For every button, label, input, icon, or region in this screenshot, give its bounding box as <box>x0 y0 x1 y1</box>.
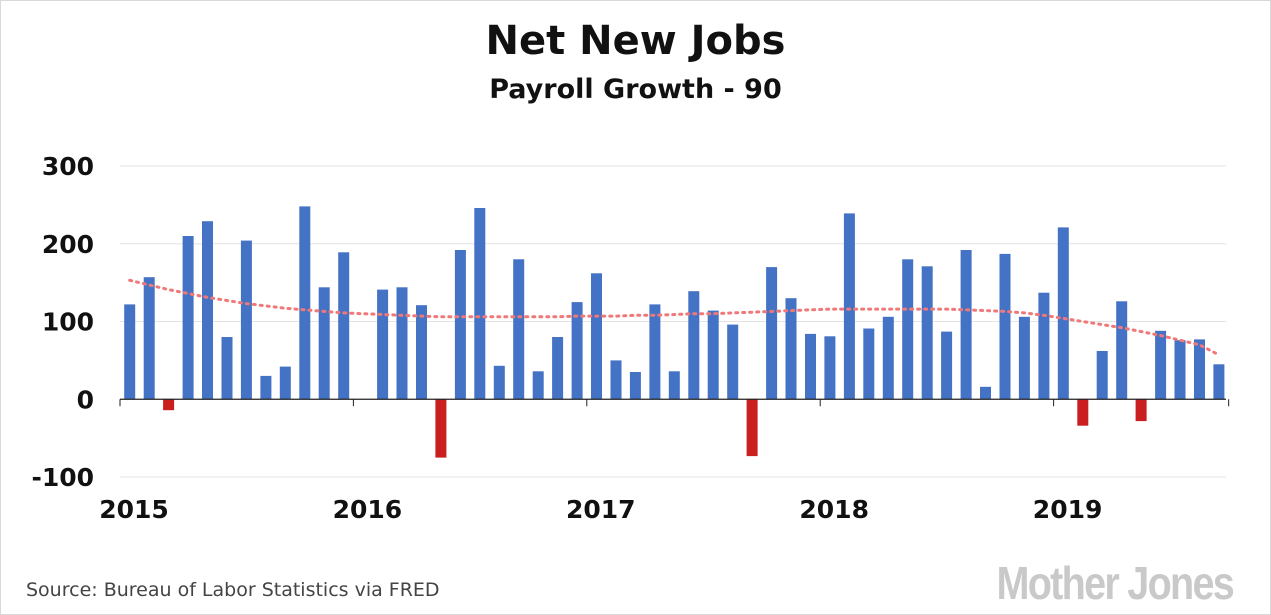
x-tick-label: 2016 <box>333 495 403 524</box>
bar <box>552 337 564 400</box>
y-tick-label: 0 <box>77 385 94 414</box>
bar <box>279 366 291 400</box>
bar <box>668 371 680 400</box>
bar <box>260 375 272 400</box>
bar <box>435 399 447 458</box>
bar <box>1077 399 1089 426</box>
bar <box>416 305 427 400</box>
bar <box>707 310 719 400</box>
bar <box>532 371 544 400</box>
chart-title: Net New Jobs <box>485 18 786 64</box>
bar <box>902 259 914 400</box>
bar <box>882 316 894 400</box>
y-axis-labels: -100 0 100 200 300 <box>31 152 94 492</box>
x-tick-label: 2015 <box>99 495 169 524</box>
bar <box>474 208 486 400</box>
bar <box>688 291 700 400</box>
bar <box>163 399 175 411</box>
bar <box>377 289 389 400</box>
bar <box>318 287 330 400</box>
y-tick-label: -100 <box>31 463 94 492</box>
trend-series-line <box>128 278 1221 357</box>
bar <box>863 328 875 400</box>
trend-line <box>128 278 1221 357</box>
bar <box>1116 301 1128 400</box>
bar <box>571 302 583 400</box>
bar <box>649 304 661 400</box>
bar <box>1096 351 1108 400</box>
bar <box>1194 339 1205 400</box>
bar <box>610 360 622 400</box>
x-tick-label: 2019 <box>1033 495 1103 524</box>
y-tick-label: 100 <box>42 308 94 337</box>
bar <box>921 266 933 400</box>
x-axis-labels: 2015 2016 2017 2018 2019 <box>99 495 1102 524</box>
bar <box>941 331 953 400</box>
bar <box>182 236 194 400</box>
bars <box>124 206 1225 458</box>
bar <box>766 267 778 400</box>
bar <box>960 250 972 400</box>
bar <box>591 273 602 400</box>
x-tick-label: 2018 <box>799 495 869 524</box>
bar <box>999 253 1011 400</box>
bar <box>727 324 739 400</box>
bar <box>221 337 233 400</box>
bar <box>1135 399 1147 422</box>
source-note: Source: Bureau of Labor Statistics via F… <box>26 579 440 601</box>
bar <box>1213 364 1225 400</box>
bar <box>746 399 758 457</box>
bar <box>202 221 213 400</box>
y-tick-label: 300 <box>42 152 94 181</box>
bar <box>124 304 136 400</box>
bar <box>1038 292 1050 400</box>
bar <box>1174 340 1186 400</box>
bar <box>980 386 991 400</box>
bar <box>493 365 505 400</box>
bar <box>824 336 836 400</box>
bar <box>843 213 855 400</box>
bar <box>785 298 797 400</box>
bar <box>143 277 155 400</box>
bar <box>1057 227 1069 400</box>
chart-subtitle: Payroll Growth - 90 <box>489 74 782 105</box>
bar <box>299 206 311 400</box>
brand-logo: Mother Jones <box>996 557 1234 609</box>
bar <box>240 240 252 400</box>
bar <box>1018 316 1030 400</box>
y-tick-label: 200 <box>42 230 94 259</box>
bar <box>1155 330 1167 400</box>
x-axis <box>119 398 1230 407</box>
bar <box>805 333 816 400</box>
bar <box>513 259 525 400</box>
bar <box>454 250 466 400</box>
bar <box>396 287 408 400</box>
bar <box>629 372 641 400</box>
x-tick-label: 2017 <box>566 495 636 524</box>
bar <box>338 252 350 400</box>
